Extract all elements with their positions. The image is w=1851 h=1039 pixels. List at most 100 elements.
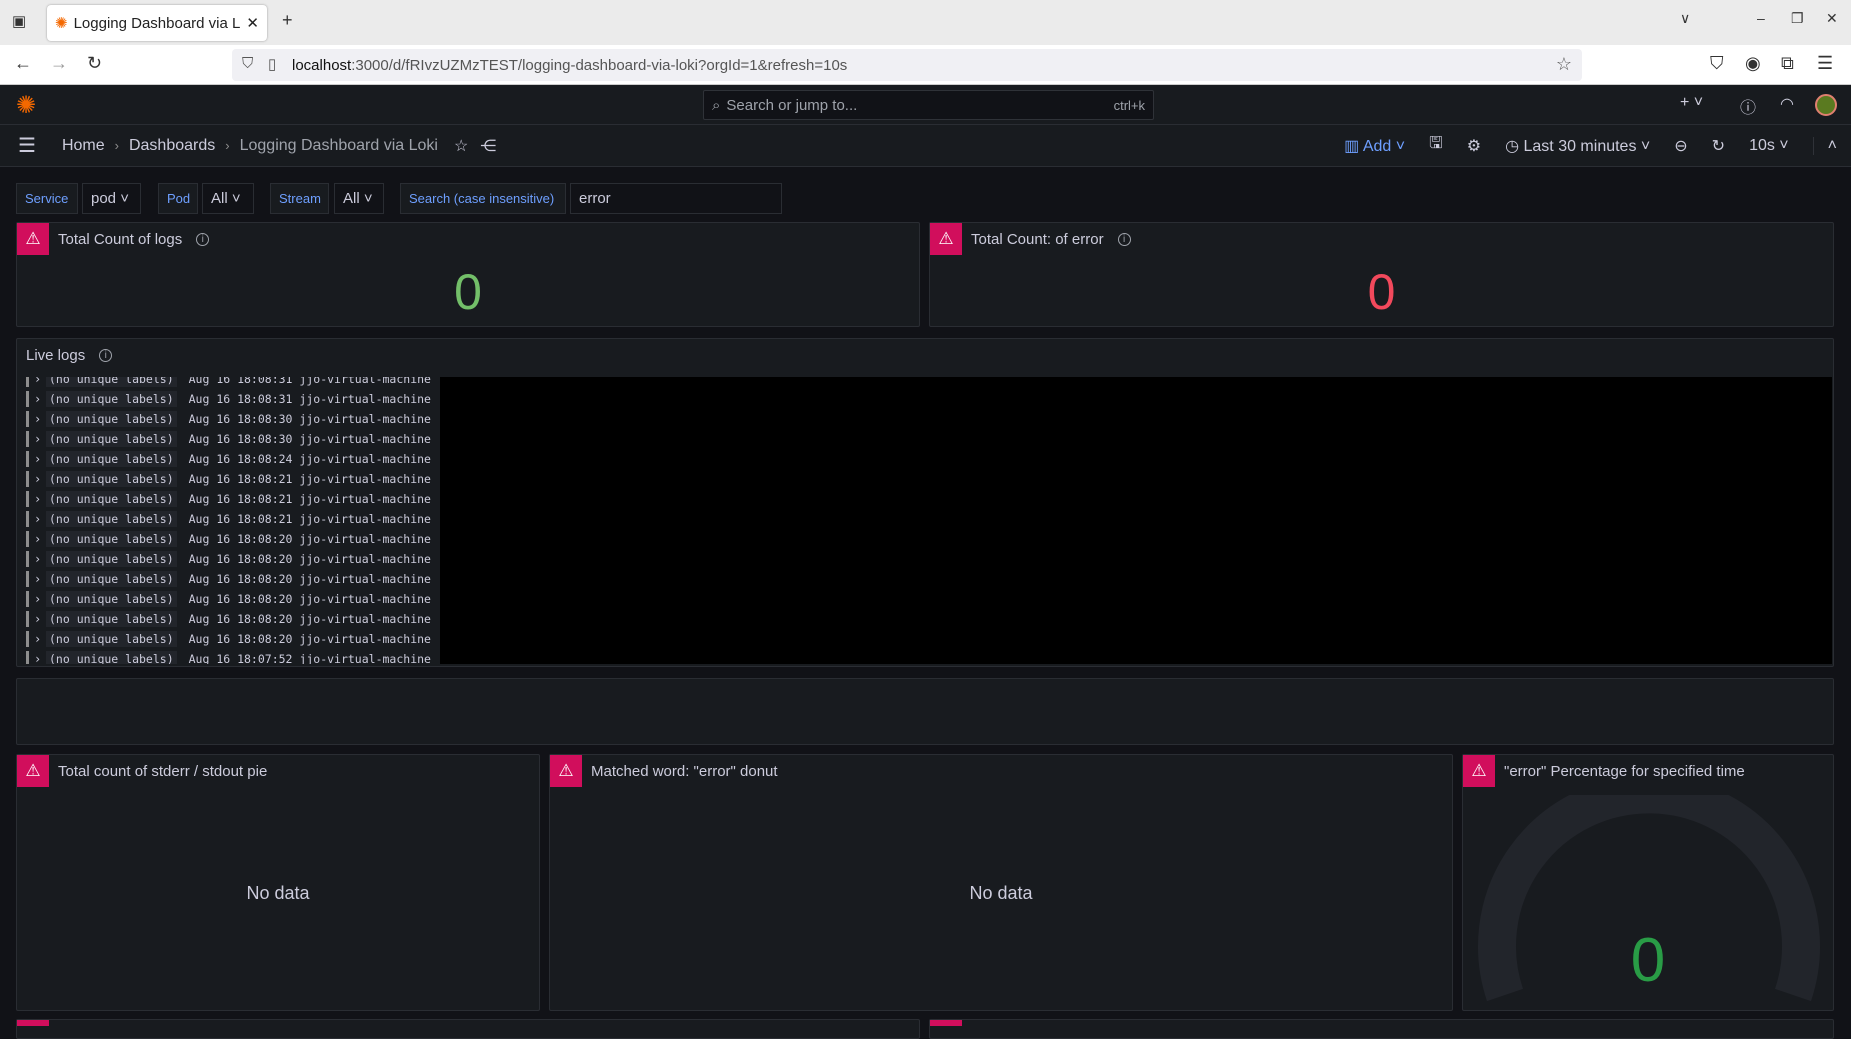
expand-chevron-icon[interactable]: ›: [34, 612, 42, 626]
variable-select-service[interactable]: pod ˅: [82, 183, 141, 214]
news-feed-icon[interactable]: ◠: [1780, 96, 1794, 113]
restore-icon[interactable]: ❐: [1791, 10, 1804, 26]
new-tab-icon[interactable]: +: [282, 10, 293, 30]
new-plus-icon[interactable]: + ˅: [1680, 94, 1704, 111]
save-icon[interactable]: 🖫: [1429, 135, 1443, 152]
log-row[interactable]: › (no unique labels) Aug 16 18:08:20 jjo-v…: [26, 629, 1832, 649]
expand-chevron-icon[interactable]: ›: [34, 432, 42, 446]
log-level-bar: [26, 511, 29, 527]
log-row[interactable]: › (no unique labels) Aug 16 18:08:21 jjo-v…: [26, 489, 1832, 509]
log-row[interactable]: › (no unique labels) Aug 16 18:07:52 jjo-v…: [26, 649, 1832, 664]
warning-icon[interactable]: [930, 1020, 962, 1026]
log-host: jjo-virtual-machine: [299, 532, 431, 546]
panel-title: Matched word: "error" donut: [591, 763, 778, 780]
collapse-chevron-up-icon[interactable]: ˄: [1812, 136, 1837, 155]
forward-icon[interactable]: →: [50, 53, 68, 73]
account-icon[interactable]: ◉: [1745, 53, 1761, 73]
log-row[interactable]: › (no unique labels) Aug 16 18:08:24 jjo-v…: [26, 449, 1832, 469]
close-tab-icon[interactable]: ✕: [246, 15, 259, 32]
expand-chevron-icon[interactable]: ›: [34, 552, 42, 566]
log-labels: (no unique labels): [46, 451, 177, 467]
star-icon[interactable]: ☆: [453, 137, 469, 155]
expand-chevron-icon[interactable]: ›: [34, 392, 42, 406]
warning-icon[interactable]: [17, 1020, 49, 1026]
zoom-out-icon[interactable]: ⊖: [1674, 137, 1688, 155]
expand-chevron-icon[interactable]: ›: [34, 377, 42, 386]
log-row[interactable]: › (no unique labels) Aug 16 18:08:20 jjo-v…: [26, 569, 1832, 589]
help-icon[interactable]: ⓘ: [1740, 100, 1757, 117]
expand-chevron-icon[interactable]: ›: [34, 472, 42, 486]
panel-title: Total count of stderr / stdout pie: [58, 763, 268, 780]
refresh-interval-picker[interactable]: 10s ˅: [1749, 136, 1789, 154]
log-row[interactable]: › (no unique labels) Aug 16 18:08:21 jjo-v…: [26, 509, 1832, 529]
close-window-icon[interactable]: ✕: [1826, 10, 1838, 26]
menu-icon[interactable]: ☰: [1817, 53, 1834, 73]
settings-gear-icon[interactable]: ⚙: [1466, 137, 1482, 155]
shield-icon[interactable]: ⛉: [242, 55, 254, 72]
expand-chevron-icon[interactable]: ›: [34, 652, 42, 664]
expand-chevron-icon[interactable]: ›: [34, 572, 42, 586]
log-row[interactable]: › (no unique labels) Aug 16 18:08:20 jjo-v…: [26, 529, 1832, 549]
warning-icon[interactable]: ⚠: [17, 755, 49, 787]
expand-chevron-icon[interactable]: ›: [34, 412, 42, 426]
minimize-icon[interactable]: –: [1757, 10, 1765, 26]
log-level-bar: [26, 531, 29, 547]
log-list[interactable]: › (no unique labels) Aug 16 18:08:31 jjo-v…: [26, 377, 1832, 664]
breadcrumb-home[interactable]: Home: [61, 136, 105, 154]
warning-icon[interactable]: ⚠: [930, 223, 962, 255]
refresh-icon[interactable]: ↻: [1711, 137, 1726, 155]
panel-pie: ⚠ Total count of stderr / stdout pie No …: [16, 754, 540, 1011]
log-labels: (no unique labels): [46, 651, 177, 664]
log-level-bar: [26, 631, 29, 647]
reload-icon[interactable]: ↻: [87, 53, 103, 73]
log-host: jjo-virtual-machine: [299, 632, 431, 646]
expand-chevron-icon[interactable]: ›: [34, 512, 42, 526]
expand-chevron-icon[interactable]: ›: [34, 452, 42, 466]
log-row[interactable]: › (no unique labels) Aug 16 18:08:30 jjo-v…: [26, 409, 1832, 429]
variable-select-stream[interactable]: All ˅: [334, 183, 384, 214]
variable-select-pod[interactable]: All ˅: [202, 183, 254, 214]
info-icon[interactable]: i: [99, 349, 113, 362]
expand-chevron-icon[interactable]: ›: [34, 532, 42, 546]
log-level-bar: [26, 651, 29, 664]
warning-icon[interactable]: ⚠: [550, 755, 582, 787]
extensions-icon[interactable]: ⧉: [1781, 53, 1794, 73]
log-level-bar: [26, 471, 29, 487]
log-row[interactable]: › (no unique labels) Aug 16 18:08:30 jjo-v…: [26, 429, 1832, 449]
share-icon[interactable]: ⋲: [480, 137, 497, 155]
info-icon[interactable]: i: [196, 233, 210, 246]
tab-overview-icon[interactable]: ▣: [12, 13, 27, 30]
log-row[interactable]: › (no unique labels) Aug 16 18:08:21 jjo-v…: [26, 469, 1832, 489]
info-icon[interactable]: i: [1117, 233, 1131, 246]
log-row[interactable]: › (no unique labels) Aug 16 18:08:31 jjo-v…: [26, 389, 1832, 409]
time-picker[interactable]: ◷ Last 30 minutes ˅: [1505, 137, 1651, 155]
log-row[interactable]: › (no unique labels) Aug 16 18:08:20 jjo-v…: [26, 609, 1832, 629]
add-panel-icon: ▥: [1344, 137, 1360, 155]
warning-icon[interactable]: ⚠: [17, 223, 49, 255]
log-row[interactable]: › (no unique labels) Aug 16 18:08:20 jjo-v…: [26, 589, 1832, 609]
avatar[interactable]: [1815, 94, 1837, 116]
back-icon[interactable]: ←: [14, 53, 32, 73]
grafana-logo-icon[interactable]: ✺: [16, 92, 37, 119]
hamburger-menu-icon[interactable]: ☰: [18, 135, 36, 157]
add-button[interactable]: ▥ Add ˅: [1344, 137, 1406, 155]
log-host: jjo-virtual-machine: [299, 512, 431, 526]
expand-chevron-icon[interactable]: ›: [34, 492, 42, 506]
search-input[interactable]: ⌕ Search or jump to... ctrl+k: [703, 90, 1154, 120]
log-row[interactable]: › (no unique labels) Aug 16 18:08:20 jjo-v…: [26, 549, 1832, 569]
search-text-input[interactable]: error: [570, 183, 782, 214]
url-input[interactable]: ⛉ ▯ localhost:3000/d/fRIvzUZMzTEST/loggi…: [232, 49, 1582, 81]
expand-chevron-icon[interactable]: ›: [34, 592, 42, 606]
browser-tab[interactable]: ✺ Logging Dashboard via Loki ✕: [47, 5, 267, 41]
warning-icon[interactable]: ⚠: [1463, 755, 1495, 787]
bookmark-star-icon[interactable]: ☆: [1555, 54, 1572, 74]
log-host: jjo-virtual-machine: [299, 377, 431, 386]
expand-chevron-icon[interactable]: ›: [34, 632, 42, 646]
tab-title: Logging Dashboard via Loki: [73, 14, 241, 32]
log-row[interactable]: › (no unique labels) Aug 16 18:08:31 jjo-v…: [26, 377, 1832, 389]
panel-live-logs: Live logs i › (no unique labels) Aug 16 18:…: [16, 338, 1834, 667]
pocket-icon[interactable]: ⛉: [1710, 53, 1724, 73]
panel-partial: [929, 1019, 1834, 1039]
breadcrumb-dashboards[interactable]: Dashboards: [128, 136, 216, 154]
tab-list-chevron-icon[interactable]: ∨: [1680, 10, 1691, 26]
